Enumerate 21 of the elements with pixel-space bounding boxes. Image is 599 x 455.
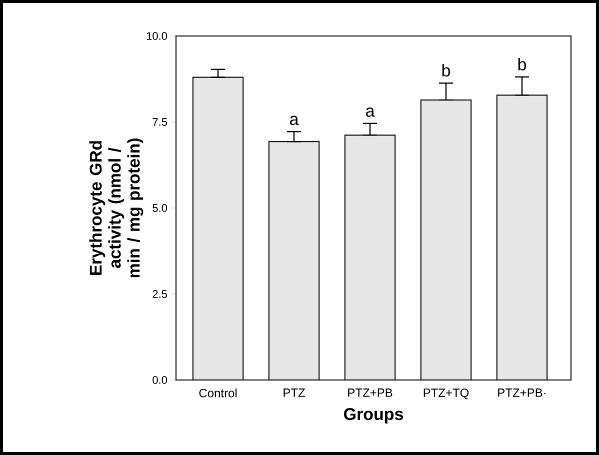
x-tick-label: PTZ+PB· (498, 388, 546, 397)
y-tick-label: 5.0 (152, 204, 168, 212)
data-label: b (442, 64, 450, 77)
data-label: a (366, 108, 375, 117)
bar (420, 100, 472, 380)
bar (268, 142, 320, 380)
x-tick-label: Control (199, 388, 237, 398)
x-tick-label: PTZ+PB (348, 388, 392, 397)
x-tick-label: PTZ (284, 388, 305, 397)
x-tick-label: PTZ+TQ (424, 388, 469, 400)
data-label: b (518, 58, 526, 70)
y-tick-label: 7.5 (152, 118, 167, 126)
data-label: a (290, 116, 299, 126)
bar (192, 77, 244, 380)
bar (496, 94, 548, 380)
x-axis-title: Groups (344, 408, 404, 424)
y-axis-title: Erythrocyte GRd activity (nmol / min / mg protein) (89, 138, 144, 278)
y-tick-label: 2.5 (152, 290, 167, 298)
bar (344, 135, 396, 380)
y-tick-label: 0.0 (152, 376, 168, 384)
y-tick-label: 10.0 (146, 32, 168, 40)
